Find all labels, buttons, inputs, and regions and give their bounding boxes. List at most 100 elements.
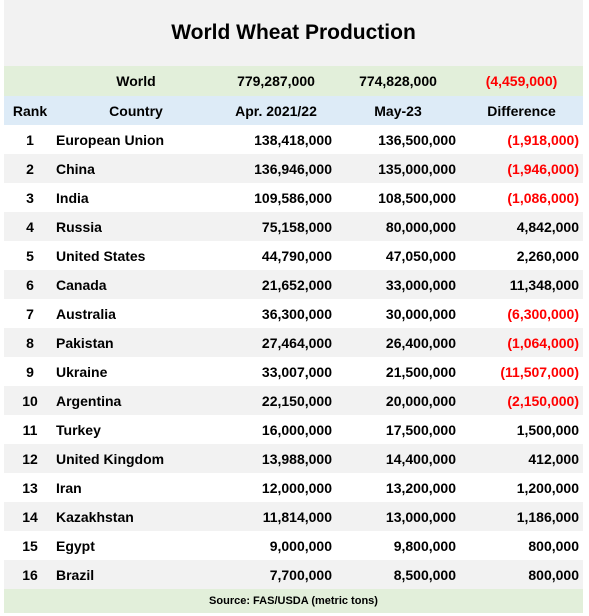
apr-value-cell: 75,158,000: [216, 212, 336, 241]
may-value-cell: 33,000,000: [336, 270, 460, 299]
country-cell: Canada: [56, 270, 216, 299]
rank-cell: 11: [4, 415, 56, 444]
country-cell: India: [56, 183, 216, 212]
apr-value-cell: 44,790,000: [216, 241, 336, 270]
country-cell: United States: [56, 241, 216, 270]
may-value-cell: 26,400,000: [336, 328, 460, 357]
may-value-cell: 108,500,000: [336, 183, 460, 212]
rank-cell: 10: [4, 386, 56, 415]
rank-cell: 8: [4, 328, 56, 357]
difference-cell: 800,000: [460, 531, 583, 560]
rank-cell: 15: [4, 531, 56, 560]
source-note: Source: FAS/USDA (metric tons): [4, 589, 583, 613]
rank-cell: 13: [4, 473, 56, 502]
table-row: 8 Pakistan 27,464,000 26,400,000 (1,064,000): [4, 328, 583, 357]
country-cell: European Union: [56, 125, 216, 154]
may-value-cell: 20,000,000: [336, 386, 460, 415]
world-may-value: 774,828,000: [336, 66, 460, 96]
difference-cell: (1,086,000): [460, 183, 583, 212]
difference-cell: 1,200,000: [460, 473, 583, 502]
difference-cell: 800,000: [460, 560, 583, 589]
may-value-cell: 13,200,000: [336, 473, 460, 502]
country-cell: Turkey: [56, 415, 216, 444]
apr-value-cell: 109,586,000: [216, 183, 336, 212]
table-row: 1 European Union 138,418,000 136,500,000 (1,…: [4, 125, 583, 154]
country-cell: Argentina: [56, 386, 216, 415]
apr-value-cell: 21,652,000: [216, 270, 336, 299]
country-cell: Brazil: [56, 560, 216, 589]
world-difference-value: (4,459,000): [460, 66, 583, 96]
rank-cell: 16: [4, 560, 56, 589]
world-total-row: World 779,287,000 774,828,000 (4,459,000…: [4, 66, 583, 96]
apr-value-cell: 11,814,000: [216, 502, 336, 531]
apr-value-cell: 9,000,000: [216, 531, 336, 560]
country-cell: Pakistan: [56, 328, 216, 357]
table-row: 16 Brazil 7,700,000 8,500,000 800,000: [4, 560, 583, 589]
country-cell: Kazakhstan: [56, 502, 216, 531]
table-row: 2 China 136,946,000 135,000,000 (1,946,000): [4, 154, 583, 183]
difference-cell: 2,260,000: [460, 241, 583, 270]
may-value-cell: 17,500,000: [336, 415, 460, 444]
may-value-cell: 9,800,000: [336, 531, 460, 560]
difference-cell: 1,186,000: [460, 502, 583, 531]
difference-cell: (6,300,000): [460, 299, 583, 328]
may-value-cell: 136,500,000: [336, 125, 460, 154]
may-header: May-23: [336, 96, 460, 125]
difference-cell: (2,150,000): [460, 386, 583, 415]
may-value-cell: 47,050,000: [336, 241, 460, 270]
table-row: 11 Turkey 16,000,000 17,500,000 1,500,000: [4, 415, 583, 444]
apr-header: Apr. 2021/22: [216, 96, 336, 125]
rank-cell: 14: [4, 502, 56, 531]
may-value-cell: 80,000,000: [336, 212, 460, 241]
difference-cell: 412,000: [460, 444, 583, 473]
header-row: Rank Country Apr. 2021/22 May-23 Differe…: [4, 96, 583, 125]
apr-value-cell: 138,418,000: [216, 125, 336, 154]
difference-cell: (1,064,000): [460, 328, 583, 357]
rank-cell: 4: [4, 212, 56, 241]
rank-cell: 5: [4, 241, 56, 270]
rank-cell: 9: [4, 357, 56, 386]
country-cell: Ukraine: [56, 357, 216, 386]
rank-cell: 1: [4, 125, 56, 154]
difference-header: Difference: [460, 96, 583, 125]
rank-header: Rank: [4, 96, 56, 125]
table-row: 4 Russia 75,158,000 80,000,000 4,842,000: [4, 212, 583, 241]
apr-value-cell: 33,007,000: [216, 357, 336, 386]
apr-value-cell: 36,300,000: [216, 299, 336, 328]
world-label: World: [56, 66, 216, 96]
production-table: World 779,287,000 774,828,000 (4,459,000…: [4, 66, 583, 589]
table-row: 7 Australia 36,300,000 30,000,000 (6,300,000…: [4, 299, 583, 328]
apr-value-cell: 7,700,000: [216, 560, 336, 589]
apr-value-cell: 27,464,000: [216, 328, 336, 357]
may-value-cell: 135,000,000: [336, 154, 460, 183]
apr-value-cell: 16,000,000: [216, 415, 336, 444]
table-row: 5 United States 44,790,000 47,050,000 2,260,…: [4, 241, 583, 270]
country-cell: United Kingdom: [56, 444, 216, 473]
table-row: 10 Argentina 22,150,000 20,000,000 (2,150,00…: [4, 386, 583, 415]
table-row: 12 United Kingdom 13,988,000 14,400,000 412,…: [4, 444, 583, 473]
country-cell: Egypt: [56, 531, 216, 560]
difference-cell: 1,500,000: [460, 415, 583, 444]
world-apr-value: 779,287,000: [216, 66, 336, 96]
apr-value-cell: 22,150,000: [216, 386, 336, 415]
table-row: 13 Iran 12,000,000 13,200,000 1,200,000: [4, 473, 583, 502]
table-row: 6 Canada 21,652,000 33,000,000 11,348,000: [4, 270, 583, 299]
country-cell: Iran: [56, 473, 216, 502]
country-header: Country: [56, 96, 216, 125]
table-row: 9 Ukraine 33,007,000 21,500,000 (11,507,000): [4, 357, 583, 386]
difference-cell: (11,507,000): [460, 357, 583, 386]
table-row: 3 India 109,586,000 108,500,000 (1,086,000): [4, 183, 583, 212]
may-value-cell: 30,000,000: [336, 299, 460, 328]
country-cell: China: [56, 154, 216, 183]
country-cell: Australia: [56, 299, 216, 328]
difference-cell: 11,348,000: [460, 270, 583, 299]
may-value-cell: 13,000,000: [336, 502, 460, 531]
country-cell: Russia: [56, 212, 216, 241]
rank-cell: 6: [4, 270, 56, 299]
table-row: 15 Egypt 9,000,000 9,800,000 800,000: [4, 531, 583, 560]
rank-cell: 7: [4, 299, 56, 328]
difference-cell: (1,946,000): [460, 154, 583, 183]
table-title: World Wheat Production: [4, 0, 583, 66]
may-value-cell: 21,500,000: [336, 357, 460, 386]
wheat-table-container: World Wheat Production World 779,287,000…: [4, 0, 583, 613]
